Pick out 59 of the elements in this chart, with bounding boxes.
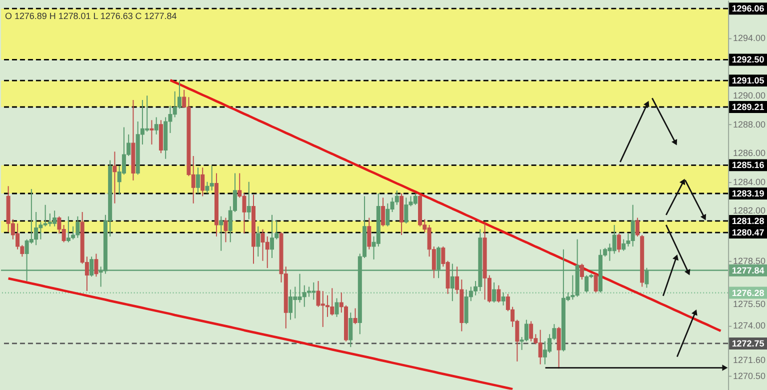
ref-line-label: 1291.05 [732, 76, 764, 86]
y-tick-label: 1278.50 [733, 256, 766, 266]
ref-line-label: 1281.28 [732, 216, 764, 226]
candlestick [154, 116, 158, 135]
candlestick [529, 320, 534, 342]
candlestick [594, 273, 598, 293]
line-series [7, 277, 514, 390]
candlestick [622, 238, 626, 252]
candlestick [584, 274, 589, 293]
annotation: O 1276.89 H 1278.01 L 1276.63 C 1277.84 [4, 11, 177, 22]
y-tick-label: 1275.50 [733, 298, 766, 309]
candlestick [367, 217, 372, 250]
candlestick [200, 166, 205, 197]
candlestick [219, 216, 224, 252]
candlestick [556, 326, 561, 370]
y-tick-label: 1294.00 [733, 33, 766, 44]
candlestick [436, 246, 441, 279]
candlestick [616, 233, 621, 253]
candlestick [112, 151, 117, 204]
candlestick [450, 263, 454, 302]
ref-line-label: 1285.16 [732, 160, 764, 170]
ref-line-label: 1276.28 [732, 288, 764, 298]
candlestick [635, 217, 640, 237]
candlestick [334, 298, 339, 318]
candlestick [524, 319, 528, 342]
ref-line-label: 1283.19 [732, 188, 764, 198]
y-tick-label: 1286.00 [733, 148, 766, 158]
y-tick-label: 1271.60 [733, 355, 766, 365]
candlestick [196, 166, 200, 194]
candlestick [348, 312, 353, 348]
y-tick-label: 1288.00 [733, 119, 766, 130]
candlestick [501, 292, 506, 306]
candlestick [381, 197, 386, 227]
y-tick-label: 1274.00 [733, 320, 766, 331]
candlestick [492, 282, 496, 304]
candlestick [496, 284, 501, 304]
line-series [169, 78, 722, 332]
candlestick [246, 181, 251, 220]
candlestick [644, 267, 649, 288]
ref-line-label: 1289.21 [732, 102, 764, 112]
candlestick [224, 217, 228, 243]
ref-line-label: 1280.47 [732, 228, 764, 238]
y-tick-label: 1282.00 [733, 206, 766, 216]
y-tick-label: 1290.00 [733, 90, 766, 101]
candlestick [90, 256, 94, 278]
candlestick [150, 120, 154, 145]
candlestick [94, 253, 98, 278]
ref-line-label: 1292.50 [732, 54, 764, 65]
candlestick [394, 190, 399, 206]
candlestick [288, 289, 293, 320]
y-tick-label: 1284.00 [733, 176, 766, 187]
ref-line-label: 1296.06 [732, 4, 764, 14]
candlestick [256, 226, 260, 258]
y-tick-label: 1270.50 [733, 370, 766, 381]
ref-line-label: 1277.84 [732, 265, 764, 276]
candlestick [413, 192, 418, 206]
ref-line-label: 1272.75 [732, 338, 764, 348]
candlestick [580, 263, 584, 280]
candlestick [353, 308, 358, 325]
